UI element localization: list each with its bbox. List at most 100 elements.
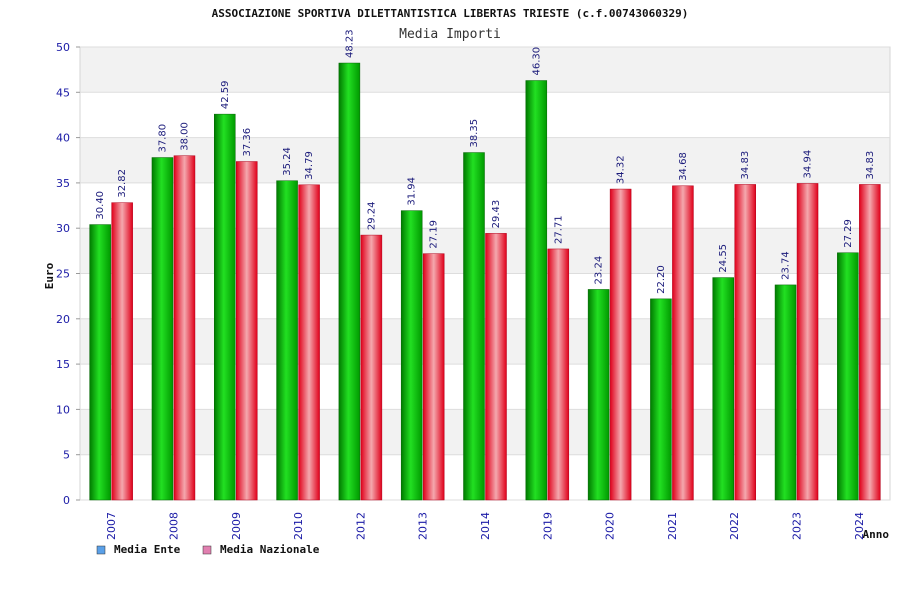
y-tick-label: 45 <box>56 86 70 99</box>
data-label: 32.82 <box>117 169 128 198</box>
bar-media-nazionale-2013 <box>422 253 445 501</box>
data-label: 31.94 <box>407 177 418 206</box>
data-label: 46.30 <box>531 47 542 76</box>
data-label: 34.32 <box>616 155 627 184</box>
bar-media-nazionale-2009 <box>236 161 258 501</box>
bar-media-ente-2008 <box>151 157 174 501</box>
bar-media-nazionale-2008 <box>173 155 196 501</box>
x-tick-label: 2024 <box>853 512 866 540</box>
data-label: 27.19 <box>429 220 440 249</box>
data-label: 35.24 <box>282 147 293 176</box>
plot-band <box>80 182 890 229</box>
x-tick-label: 2010 <box>292 512 305 540</box>
data-label: 29.43 <box>491 200 502 229</box>
x-tick-label: 2014 <box>479 512 492 540</box>
bar-media-ente-2014 <box>463 152 485 501</box>
bar-media-ente-2021 <box>650 298 672 501</box>
x-axis-label: Anno <box>863 528 890 541</box>
bar-media-ente-2020 <box>587 289 610 501</box>
x-tick-label: 2012 <box>354 512 367 540</box>
data-label: 38.35 <box>469 119 480 148</box>
data-label: 27.29 <box>843 219 854 248</box>
legend-label-media-nazionale: Media Nazionale <box>220 543 320 556</box>
y-tick-label: 10 <box>56 403 70 416</box>
x-tick-label: 2013 <box>417 512 430 540</box>
data-label: 34.94 <box>803 150 814 179</box>
x-axis-ticks: 2007 2008 2009 2010 2012 2013 2014 2019 2020 2021… <box>105 512 866 540</box>
bar-media-nazionale-2014 <box>485 233 507 501</box>
data-label: 42.59 <box>220 80 231 109</box>
x-tick-label: 2020 <box>604 512 617 540</box>
data-label: 34.79 <box>304 151 315 180</box>
plot-band <box>80 92 890 138</box>
data-labels: 30.40 32.82 37.80 38.00 42.59 37.36 35.24 34.79… <box>95 29 876 293</box>
data-label: 23.74 <box>781 251 792 280</box>
y-tick-label: 0 <box>63 494 70 507</box>
plot-band <box>80 273 890 319</box>
y-axis-ticks: 0 5 10 15 20 25 30 35 40 45 50 <box>56 41 80 507</box>
legend-swatch-media-nazionale <box>202 545 212 555</box>
bar-media-ente-2022 <box>712 277 734 501</box>
data-label: 37.80 <box>157 124 168 153</box>
x-tick-label: 2019 <box>541 512 554 540</box>
y-tick-label: 5 <box>63 449 70 462</box>
legend-label-media-ente: Media Ente <box>114 543 181 556</box>
bar-media-nazionale-2020 <box>609 188 632 501</box>
plot-band <box>80 318 890 365</box>
bar-media-ente-2009 <box>214 113 236 501</box>
chart-subtitle: Media Importi <box>399 27 501 42</box>
data-label: 29.24 <box>366 201 377 230</box>
data-label: 48.23 <box>344 29 355 58</box>
data-label: 34.83 <box>865 151 876 180</box>
x-tick-label: 2022 <box>728 512 741 540</box>
x-tick-label: 2023 <box>791 512 804 540</box>
bar-media-nazionale-2012 <box>360 234 383 501</box>
data-label: 37.36 <box>242 128 253 157</box>
bar-media-ente-2019 <box>525 80 548 501</box>
data-label: 27.71 <box>553 215 564 244</box>
bar-media-ente-2013 <box>400 210 423 501</box>
bar-media-nazionale-2021 <box>672 185 694 501</box>
data-label: 34.83 <box>740 151 751 180</box>
plot-band <box>80 137 890 183</box>
y-tick-label: 50 <box>56 41 70 54</box>
data-label: 23.24 <box>594 256 605 285</box>
bar-media-nazionale-2022 <box>734 184 756 501</box>
chart-title: ASSOCIAZIONE SPORTIVA DILETTANTISTICA LI… <box>212 7 689 20</box>
legend: Media Ente Media Nazionale <box>96 543 320 556</box>
bar-media-nazionale-2023 <box>796 183 819 501</box>
y-tick-label: 20 <box>56 313 70 326</box>
x-tick-label: 2021 <box>666 512 679 540</box>
y-tick-label: 35 <box>56 177 70 190</box>
data-label: 34.68 <box>678 152 689 181</box>
bars <box>89 62 881 501</box>
bar-media-ente-2024 <box>837 252 859 501</box>
legend-swatch-media-ente <box>96 545 106 555</box>
plot-band <box>80 47 890 93</box>
plot-band <box>80 409 890 455</box>
data-label: 24.55 <box>718 244 729 273</box>
plot-band <box>80 364 890 410</box>
x-tick-label: 2008 <box>167 512 180 540</box>
bar-media-ente-2012 <box>338 62 361 501</box>
y-tick-label: 25 <box>56 268 70 281</box>
bar-media-ente-2010 <box>276 180 298 501</box>
bar-media-nazionale-2019 <box>547 248 570 501</box>
y-tick-label: 30 <box>56 222 70 235</box>
bar-media-nazionale-2024 <box>859 184 881 501</box>
plot-band <box>80 454 890 500</box>
bar-media-ente-2023 <box>774 284 797 501</box>
x-tick-label: 2009 <box>230 512 243 540</box>
x-tick-label: 2007 <box>105 512 118 540</box>
y-tick-label: 40 <box>56 132 70 145</box>
y-axis-label: Euro <box>43 262 56 289</box>
bar-media-ente-2007 <box>89 224 111 501</box>
plot-band <box>80 228 890 274</box>
data-label: 22.20 <box>656 265 667 294</box>
data-label: 38.00 <box>179 122 190 151</box>
bar-media-nazionale-2007 <box>111 202 133 501</box>
bar-media-nazionale-2010 <box>298 184 320 501</box>
data-label: 30.40 <box>95 191 106 220</box>
y-tick-label: 15 <box>56 358 70 371</box>
